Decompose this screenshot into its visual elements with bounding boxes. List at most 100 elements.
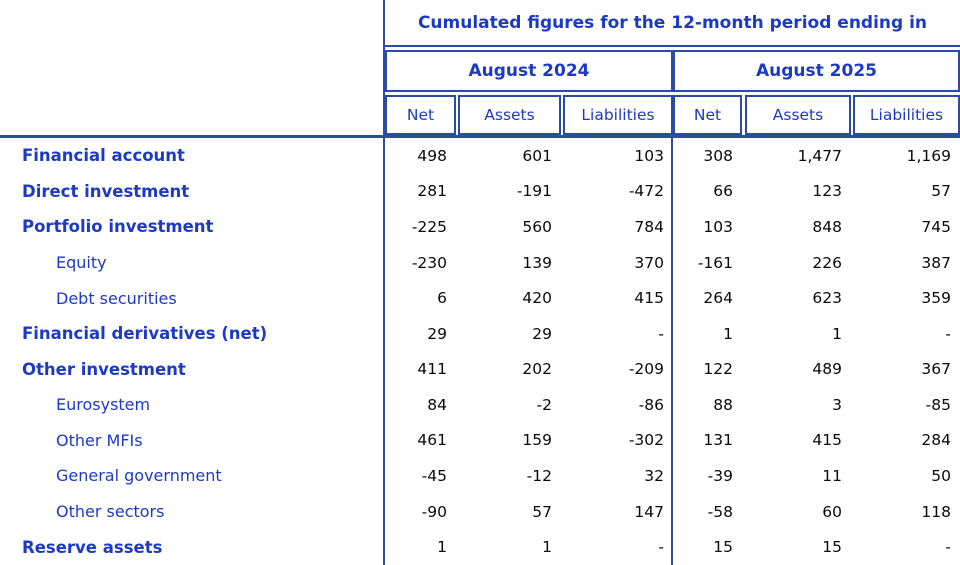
row-label: Financial derivatives (net) xyxy=(22,324,268,344)
value-cell: 131 xyxy=(703,431,733,450)
value-cell: -161 xyxy=(697,253,733,272)
value-cell: 60 xyxy=(822,502,842,521)
value-cell: 415 xyxy=(812,431,842,450)
value-cell: 411 xyxy=(417,360,447,379)
row-label: Reserve assets xyxy=(22,537,163,557)
period-header-august-2025: August 2025 xyxy=(673,50,960,92)
column-header-assets-2025: Assets xyxy=(745,95,851,135)
value-cell: - xyxy=(945,324,951,343)
value-cell: 848 xyxy=(812,217,842,236)
value-cell: 139 xyxy=(522,253,552,272)
value-cell: 123 xyxy=(812,182,842,201)
value-cell: -39 xyxy=(707,466,733,485)
value-cell: -45 xyxy=(421,466,447,485)
table-row: Financial account 498 601 103 308 1,477 1,169 xyxy=(0,138,960,174)
table-row: Reserve assets 1 1 - 15 15 - xyxy=(0,529,960,565)
row-label: Direct investment xyxy=(22,181,190,201)
row-label: Portfolio investment xyxy=(22,217,214,237)
value-cell: 1,477 xyxy=(797,146,842,165)
value-cell: 103 xyxy=(634,146,664,165)
value-cell: 15 xyxy=(822,538,842,557)
value-cell: 29 xyxy=(532,324,552,343)
value-cell: - xyxy=(945,538,951,557)
value-cell: -86 xyxy=(638,395,664,414)
period-header-august-2024: August 2024 xyxy=(385,50,673,92)
table-row: Eurosystem 84 -2 -86 88 3 -85 xyxy=(0,387,960,423)
value-cell: -85 xyxy=(925,395,951,414)
value-cell: 745 xyxy=(921,217,951,236)
value-cell: 1 xyxy=(542,538,552,557)
value-cell: 103 xyxy=(703,217,733,236)
value-cell: 387 xyxy=(921,253,951,272)
value-cell: 3 xyxy=(832,395,842,414)
label-column-divider xyxy=(383,0,385,565)
value-cell: 415 xyxy=(634,289,664,308)
value-cell: 88 xyxy=(713,395,733,414)
value-cell: 1 xyxy=(832,324,842,343)
value-cell: 32 xyxy=(644,466,664,485)
value-cell: 57 xyxy=(532,502,552,521)
value-cell: 226 xyxy=(812,253,842,272)
value-cell: 29 xyxy=(427,324,447,343)
value-cell: 359 xyxy=(921,289,951,308)
table-row: Other sectors -90 57 147 -58 60 118 xyxy=(0,494,960,530)
column-header-net-2025: Net xyxy=(673,95,742,135)
table-row: Equity -230 139 370 -161 226 387 xyxy=(0,245,960,281)
value-cell: 461 xyxy=(417,431,447,450)
value-cell: -58 xyxy=(707,502,733,521)
table-row: Other investment 411 202 -209 122 489 367 xyxy=(0,351,960,387)
value-cell: 15 xyxy=(713,538,733,557)
column-header-assets-2024: Assets xyxy=(458,95,561,135)
title-row-spacer xyxy=(0,0,385,47)
group-row-spacer xyxy=(0,50,385,92)
row-label: Other investment xyxy=(22,359,186,379)
sub-row-spacer xyxy=(0,95,385,135)
table-body: Financial account 498 601 103 308 1,477 1,169 D… xyxy=(0,138,960,565)
table-title-row: Cumulated figures for the 12-month perio… xyxy=(0,0,960,47)
value-cell: 11 xyxy=(822,466,842,485)
value-cell: 6 xyxy=(437,289,447,308)
value-cell: 118 xyxy=(921,502,951,521)
row-label: Other MFIs xyxy=(56,430,143,450)
value-cell: -302 xyxy=(628,431,664,450)
value-cell: -225 xyxy=(411,217,447,236)
value-cell: 1,169 xyxy=(906,146,951,165)
table-row: Other MFIs 461 159 -302 131 415 284 xyxy=(0,423,960,459)
value-cell: 420 xyxy=(522,289,552,308)
row-label: General government xyxy=(56,466,222,486)
row-label: Financial account xyxy=(22,146,185,166)
value-cell: 264 xyxy=(703,289,733,308)
value-cell: -90 xyxy=(421,502,447,521)
value-cell: - xyxy=(658,324,664,343)
value-cell: 623 xyxy=(812,289,842,308)
column-header-liabilities-2024: Liabilities xyxy=(563,95,673,135)
value-cell: 122 xyxy=(703,360,733,379)
value-cell: -2 xyxy=(536,395,552,414)
value-cell: 66 xyxy=(713,182,733,201)
value-cell: 1 xyxy=(723,324,733,343)
column-header-liabilities-2025: Liabilities xyxy=(853,95,960,135)
value-cell: 57 xyxy=(931,182,951,201)
row-label: Eurosystem xyxy=(56,395,151,415)
value-cell: -12 xyxy=(526,466,552,485)
row-label: Debt securities xyxy=(56,288,177,308)
table-row: Direct investment 281 -191 -472 66 123 57 xyxy=(0,174,960,210)
row-label: Other sectors xyxy=(56,502,165,522)
value-cell: 560 xyxy=(522,217,552,236)
value-cell: 489 xyxy=(812,360,842,379)
value-cell: 367 xyxy=(921,360,951,379)
value-cell: 84 xyxy=(427,395,447,414)
value-cell: 601 xyxy=(522,146,552,165)
value-cell: 159 xyxy=(522,431,552,450)
value-cell: 370 xyxy=(634,253,664,272)
value-cell: 1 xyxy=(437,538,447,557)
value-cell: 308 xyxy=(703,146,733,165)
row-label: Equity xyxy=(56,253,107,273)
table-row: General government -45 -12 32 -39 11 50 xyxy=(0,458,960,494)
value-cell: -230 xyxy=(411,253,447,272)
column-header-net-2024: Net xyxy=(385,95,456,135)
value-cell: 284 xyxy=(921,431,951,450)
table-title: Cumulated figures for the 12-month perio… xyxy=(385,0,960,47)
value-cell: 281 xyxy=(417,182,447,201)
